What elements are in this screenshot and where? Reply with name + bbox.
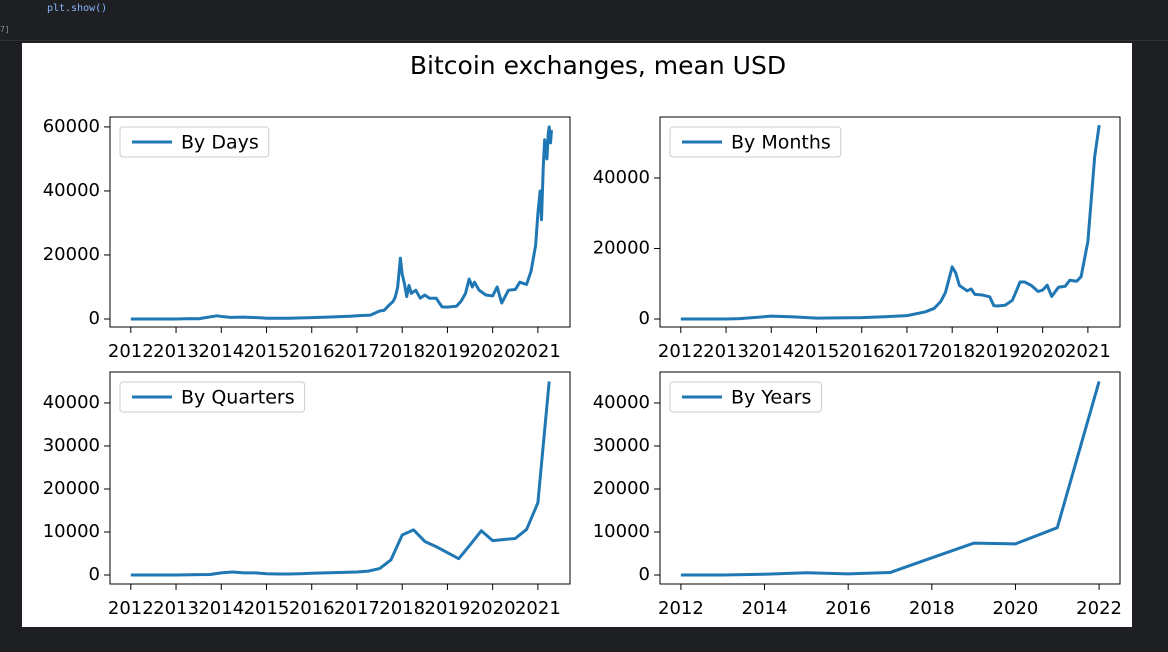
- x-tick-label: 2016: [289, 598, 335, 619]
- x-tick-label: 2021: [515, 598, 561, 619]
- figure: Bitcoin exchanges, mean USD 0 20000 40000 6…: [22, 43, 1132, 627]
- y-tick-label: 20000: [593, 478, 650, 499]
- y-tick-label: 40000: [593, 167, 650, 188]
- data-line: [680, 124, 1101, 321]
- x-tick-label: 2014: [198, 341, 244, 362]
- y-tick-label: 30000: [43, 435, 100, 456]
- y-tick-label: 60000: [43, 116, 100, 137]
- figure-title: Bitcoin exchanges, mean USD: [410, 51, 786, 80]
- x-tick-label: 2012: [108, 598, 154, 619]
- x-tick-label: 2018: [929, 341, 975, 362]
- legend-box: [669, 381, 822, 413]
- y-tick-label: 10000: [593, 521, 650, 542]
- x-tick-label: 2018: [379, 598, 425, 619]
- subplot: 0 10000 20000 30000 40000 2012 2014 2016 2018 202…: [593, 371, 1122, 619]
- x-tick-label: 2022: [1076, 598, 1122, 619]
- x-tick-label: 2012: [108, 341, 154, 362]
- axes-frame: [109, 116, 571, 328]
- x-tick-label: 2019: [975, 341, 1021, 362]
- data-line: [680, 381, 1101, 577]
- x-tick-label: 2021: [515, 341, 561, 362]
- x-tick-label: 2014: [198, 598, 244, 619]
- x-tick-label: 2020: [470, 598, 516, 619]
- y-tick-label: 40000: [43, 392, 100, 413]
- x-tick-label: 2019: [425, 598, 471, 619]
- y-tick-label: 40000: [593, 392, 650, 413]
- subplot: 0 20000 40000 60000 2012 2013 2014 2015 2016 2017…: [43, 116, 571, 362]
- data-line: [130, 381, 551, 577]
- x-tick-label: 2016: [825, 598, 871, 619]
- x-tick-label: 2020: [993, 598, 1039, 619]
- y-tick-label: 20000: [593, 237, 650, 258]
- x-tick-label: 2017: [334, 341, 380, 362]
- y-tick-label: 20000: [43, 478, 100, 499]
- code-line: plt.show(): [47, 3, 108, 14]
- x-tick-label: 2013: [703, 341, 749, 362]
- x-tick-label: 2021: [1065, 341, 1111, 362]
- y-tick-label: 0: [639, 308, 650, 329]
- x-tick-label: 2014: [742, 598, 788, 619]
- axes-frame: [659, 116, 1121, 328]
- y-tick-label: 10000: [43, 521, 100, 542]
- axes-frame: [659, 371, 1121, 585]
- x-tick-label: 2015: [794, 341, 840, 362]
- y-tick-label: 20000: [43, 244, 100, 265]
- x-tick-label: 2013: [153, 341, 199, 362]
- x-tick-label: 2020: [1020, 341, 1066, 362]
- x-tick-label: 2017: [334, 598, 380, 619]
- legend-box: [119, 126, 270, 158]
- legend-box: [669, 126, 842, 158]
- legend-label: By Days: [181, 132, 259, 154]
- y-tick-label: 40000: [43, 180, 100, 201]
- legend-label: By Quarters: [181, 387, 295, 409]
- x-tick-label: 2019: [425, 341, 471, 362]
- data-line: [130, 125, 553, 321]
- x-tick-label: 2018: [909, 598, 955, 619]
- x-tick-label: 2017: [884, 341, 930, 362]
- x-tick-label: 2012: [658, 598, 704, 619]
- legend-label: By Years: [731, 387, 811, 409]
- x-tick-label: 2014: [748, 341, 794, 362]
- x-tick-label: 2016: [289, 341, 335, 362]
- x-tick-label: 2018: [379, 341, 425, 362]
- axes-frame: [109, 371, 571, 585]
- legend-box: [119, 381, 306, 413]
- cell-label: 7]: [0, 25, 10, 34]
- x-tick-label: 2016: [839, 341, 885, 362]
- x-tick-label: 2015: [244, 598, 290, 619]
- code-cell: plt.show(): [0, 0, 1168, 41]
- x-tick-label: 2015: [244, 341, 290, 362]
- y-tick-label: 0: [89, 564, 100, 585]
- y-tick-label: 0: [89, 308, 100, 329]
- legend-label: By Months: [731, 132, 831, 154]
- y-tick-label: 0: [639, 564, 650, 585]
- y-tick-label: 30000: [593, 435, 650, 456]
- x-tick-label: 2013: [153, 598, 199, 619]
- x-tick-label: 2020: [470, 341, 516, 362]
- x-tick-label: 2012: [658, 341, 704, 362]
